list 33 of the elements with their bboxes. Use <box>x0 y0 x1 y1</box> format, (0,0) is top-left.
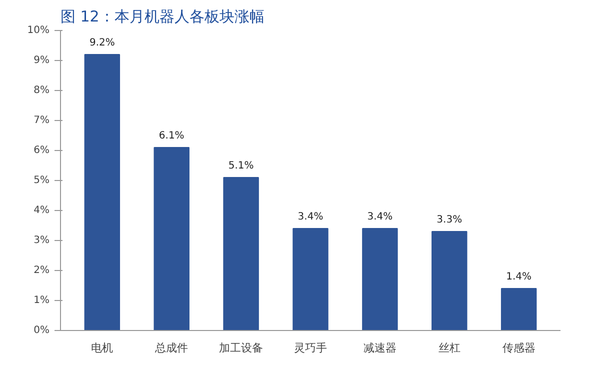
x-tick-label: 加工设备 <box>219 342 264 354</box>
data-label: 3.4% <box>298 212 324 222</box>
chart-title: 图 12：本月机器人各板块涨幅 <box>60 8 264 26</box>
x-tick-label: 丝杠 <box>438 342 460 354</box>
y-tick-label: 3% <box>34 235 50 246</box>
y-tick-label: 4% <box>34 205 50 216</box>
data-label: 9.2% <box>89 38 115 48</box>
y-tick-label: 0% <box>34 325 50 336</box>
x-tick-label: 灵巧手 <box>294 342 327 354</box>
data-label: 3.3% <box>436 214 462 226</box>
y-tick-label: 1% <box>34 295 50 306</box>
y-tick-label: 5% <box>34 175 50 186</box>
bar <box>432 231 468 330</box>
bar <box>154 147 190 330</box>
bar <box>84 54 120 330</box>
y-tick-label: 2% <box>34 265 50 276</box>
y-tick-label: 10% <box>27 25 50 36</box>
data-label: 5.1% <box>228 160 254 172</box>
bar <box>500 288 537 330</box>
x-tick-label: 电机 <box>91 342 114 354</box>
y-tick-label: 8% <box>34 85 50 96</box>
x-tick-label: 传感器 <box>502 342 536 354</box>
bar <box>292 228 328 330</box>
y-tick-label: 6% <box>34 145 50 156</box>
bar <box>362 228 398 330</box>
y-tick-label: 7% <box>34 115 50 126</box>
data-label: 1.4% <box>506 272 532 282</box>
data-label: 3.4% <box>367 212 393 222</box>
data-label: 6.1% <box>158 130 184 142</box>
y-tick-label: 9% <box>34 55 50 66</box>
x-tick-label: 减速器 <box>363 342 396 354</box>
x-tick-label: 总成件 <box>154 342 188 354</box>
bar <box>223 177 259 330</box>
